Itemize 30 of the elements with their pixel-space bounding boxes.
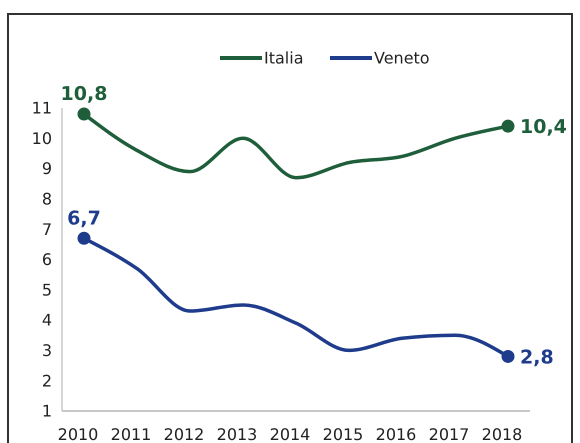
y-tick-label: 10	[32, 128, 52, 148]
x-tick-label: 2016	[376, 425, 416, 443]
y-tick-label: 5	[42, 280, 52, 300]
y-tick-label: 11	[32, 98, 52, 118]
x-tick-label: 2017	[428, 425, 470, 443]
y-tick-label: 2	[42, 371, 52, 390]
point	[502, 120, 514, 133]
legend-label: Veneto	[374, 48, 430, 68]
data-label: 6,7	[67, 207, 101, 230]
x-tick-label: 2014	[270, 425, 310, 443]
y-tick-label: 4	[42, 310, 52, 330]
y-tick-label: 8	[42, 190, 52, 208]
x-tick-label: 2012	[164, 425, 204, 443]
point	[502, 350, 514, 363]
data-label: 10,8	[60, 83, 108, 106]
point	[78, 232, 90, 245]
point	[78, 108, 90, 121]
y-tick-label: 6	[42, 250, 52, 270]
x-tick-label: 2015	[322, 425, 364, 443]
x-tick-label: 2013	[216, 425, 258, 443]
y-tick-label: 9	[42, 159, 52, 178]
legend-label: Italia	[264, 48, 304, 68]
y-tick-label: 3	[42, 341, 52, 360]
x-tick-label: 2011	[110, 425, 152, 443]
data-label: 10,4	[520, 116, 567, 138]
y-tick-label: 1	[42, 402, 52, 421]
x-tick-label: 2018	[482, 425, 522, 443]
x-tick-label: 2010	[58, 425, 98, 443]
y-tick-label: 7	[42, 220, 52, 239]
data-label: 2,8	[520, 346, 554, 368]
